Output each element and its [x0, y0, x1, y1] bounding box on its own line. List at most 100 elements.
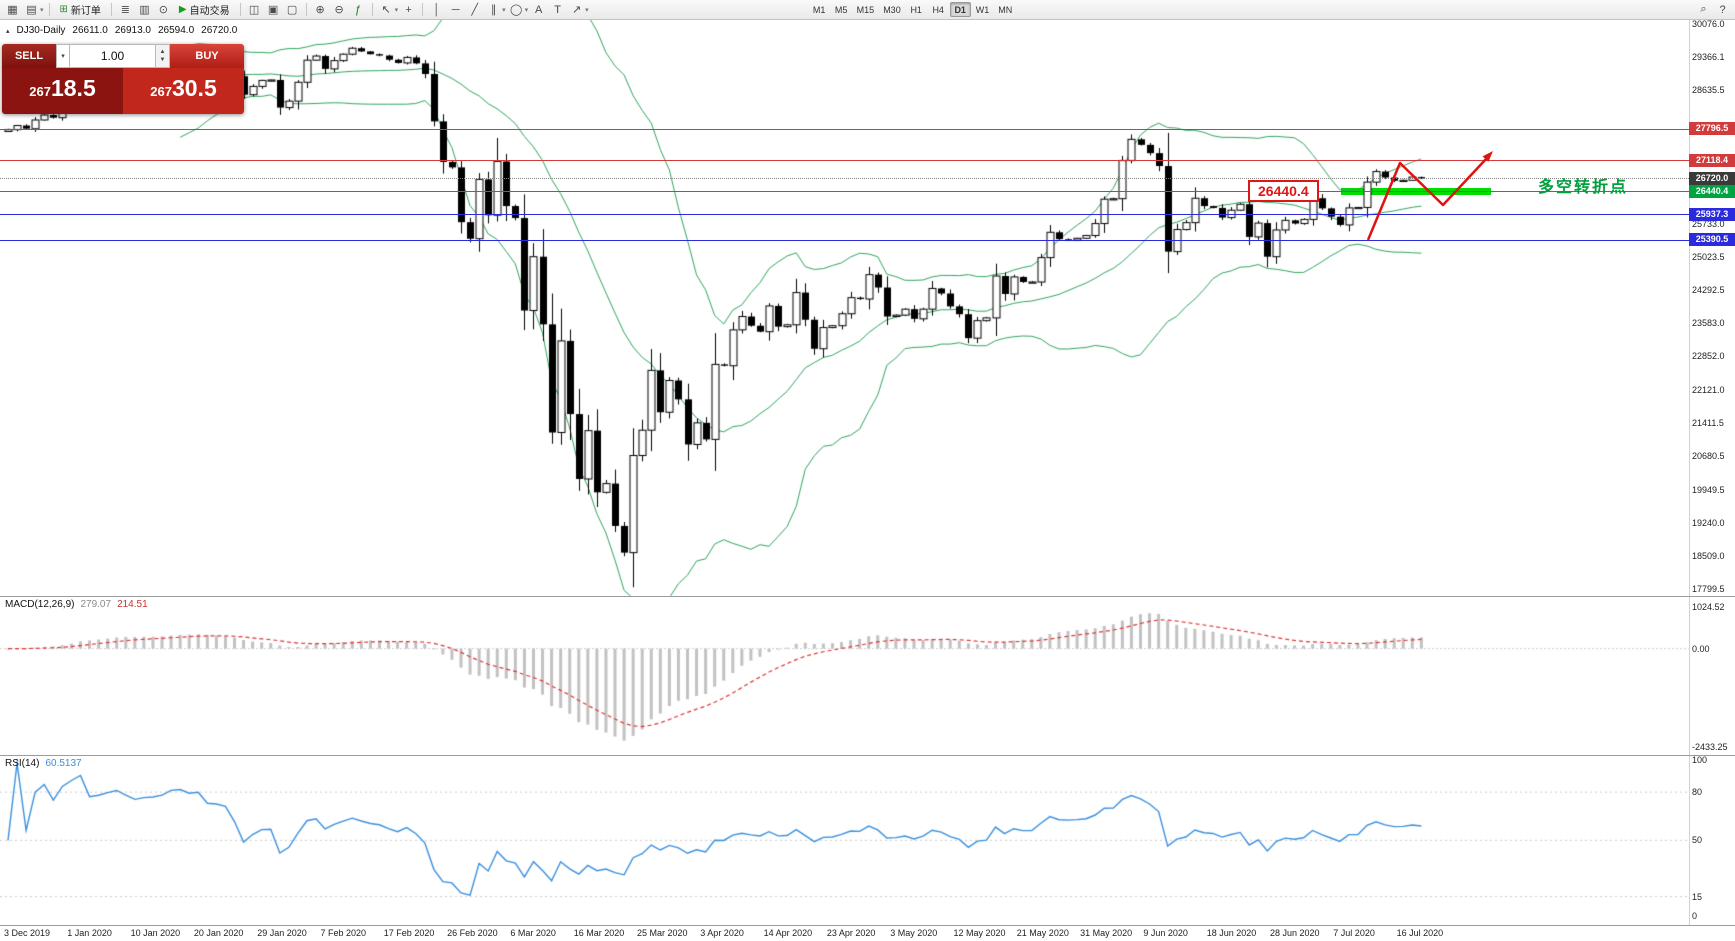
timeframe-w1[interactable]: W1: [975, 5, 990, 15]
market-depth-icon[interactable]: ≣: [120, 4, 131, 16]
timeframe-mn[interactable]: MN: [998, 5, 1013, 15]
buy-price[interactable]: 267 30.5: [123, 68, 244, 114]
timeframe-d1[interactable]: D1: [949, 2, 971, 17]
timeframe-h1[interactable]: H1: [910, 5, 922, 15]
cursor-icon[interactable]: ↖: [381, 4, 391, 16]
timeframe-h4[interactable]: H4: [932, 5, 944, 15]
chart-profiles-icon[interactable]: ▤: [26, 4, 37, 16]
equidistant-channel-icon[interactable]: ∥: [490, 4, 497, 16]
horizontal-line-icon[interactable]: ─: [451, 3, 460, 16]
macd-signal-value: 214.51: [117, 599, 148, 610]
level-line-25390.5[interactable]: [0, 239, 1689, 241]
price-badge-27118.4: 27118.4: [1689, 153, 1735, 167]
arrows-icon-caret[interactable]: ▾: [585, 6, 589, 14]
shapes-icon[interactable]: ◯: [509, 4, 523, 16]
level-callout[interactable]: 26440.4: [1248, 180, 1319, 202]
price-axis-label: 22852.0: [1692, 351, 1725, 362]
volume-up-icon[interactable]: ▲: [159, 49, 166, 55]
trendline-icon[interactable]: ╱: [471, 4, 478, 16]
date-label: 16 Mar 2020: [573, 928, 625, 938]
shapes-icon-caret[interactable]: ▾: [524, 6, 529, 14]
buy-button[interactable]: BUY: [170, 44, 244, 68]
price-badge-25390.5: 25390.5: [1689, 233, 1735, 247]
level-line-26720.0[interactable]: [0, 178, 1689, 180]
price-axis-label: 20680.5: [1692, 451, 1725, 462]
zoom-in-icon[interactable]: ⊕: [315, 4, 325, 16]
date-label: 7 Jul 2020: [1333, 928, 1375, 938]
macd-axis-label: 1024.52: [1692, 602, 1725, 613]
indicators-icon[interactable]: ƒ: [355, 3, 362, 16]
macd-name: MACD(12,26,9): [5, 599, 75, 610]
new-order-button-label: 新订单: [70, 6, 101, 17]
date-label: 3 Dec 2019: [4, 928, 51, 938]
ohlc-close: 26720.0: [201, 25, 238, 36]
price-badge-25937.3: 25937.3: [1689, 207, 1735, 221]
turning-point-label[interactable]: 多空转折点: [1538, 179, 1629, 196]
timeframe-m5[interactable]: M5: [834, 5, 848, 15]
rsi-axis-label: 100: [1692, 755, 1708, 765]
sell-button[interactable]: SELL: [2, 44, 56, 68]
volume-input[interactable]: [70, 44, 156, 68]
price-axis-label: 25023.5: [1692, 251, 1725, 262]
cascade-windows-icon[interactable]: ▣: [267, 4, 279, 16]
chart-title: ▴ DJ30-Daily 26611.0 26913.0 26594.0 267…: [6, 25, 237, 36]
cursor-icon-caret[interactable]: ▾: [394, 6, 399, 14]
volume-stepper[interactable]: ▲ ▼: [156, 44, 170, 68]
price-axis-label: 24292.5: [1692, 285, 1725, 296]
strategy-navigator-icon[interactable]: ⊙: [158, 4, 169, 16]
price-axis-label: 18509.0: [1692, 551, 1725, 562]
text-icon[interactable]: A: [534, 3, 543, 16]
level-line-27118.4[interactable]: [0, 160, 1689, 162]
price-badge-27796.5: 27796.5: [1689, 122, 1735, 136]
chart-canvas[interactable]: [0, 19, 1689, 925]
equidistant-channel-icon-caret[interactable]: ▾: [502, 6, 506, 14]
ohlc-low: 26594.0: [157, 25, 195, 36]
rsi-panel-separator[interactable]: [0, 755, 1735, 756]
tile-windows-icon[interactable]: ◫: [248, 4, 260, 16]
price-axis-label: 22121.0: [1692, 385, 1725, 396]
macd-axis-label: 0.00: [1692, 643, 1710, 654]
macd-header: MACD(12,26,9) 279.07 214.51: [5, 599, 148, 610]
new-chart-icon[interactable]: ▦: [7, 4, 18, 16]
volume-dropdown[interactable]: ▾: [56, 44, 70, 68]
search-icon[interactable]: ⌕: [1700, 3, 1707, 15]
level-line-25937.3[interactable]: [0, 214, 1689, 216]
level-line-26440.4[interactable]: [0, 191, 1689, 193]
zoom-out-icon[interactable]: ⊖: [334, 4, 344, 16]
toolbar-separator: [422, 3, 424, 16]
rsi-header: RSI(14) 60.5137: [5, 758, 82, 769]
text-label-icon[interactable]: T: [554, 3, 562, 16]
price-axis-label: 30076.0: [1692, 19, 1725, 29]
level-line-27796.5[interactable]: [0, 128, 1689, 130]
toolbar-separator: [305, 3, 307, 16]
macd-panel-separator[interactable]: [0, 596, 1735, 597]
arrows-icon[interactable]: ↗: [572, 4, 582, 16]
rsi-value: 60.5137: [45, 758, 82, 769]
price-axis[interactable]: [1689, 19, 1735, 925]
vertical-line-icon[interactable]: │: [433, 3, 441, 16]
crosshair-icon[interactable]: +: [405, 3, 412, 16]
date-label: 6 Mar 2020: [510, 928, 556, 938]
rsi-name: RSI(14): [5, 758, 40, 769]
sell-price[interactable]: 267 18.5: [2, 68, 123, 114]
date-label: 29 Jan 2020: [257, 928, 307, 938]
date-axis-separator: [0, 925, 1735, 926]
chart-profiles-icon-caret[interactable]: ▾: [40, 6, 44, 14]
toolbar-separator: [110, 3, 112, 16]
date-label: 7 Feb 2020: [320, 928, 367, 938]
help-icon[interactable]: ?: [1719, 3, 1726, 16]
auto-trading-button[interactable]: ▶ 自动交易: [174, 2, 235, 18]
arrange-windows-icon[interactable]: ▢: [286, 4, 298, 16]
rsi-axis-label: 0: [1692, 911, 1698, 921]
data-window-icon[interactable]: ▥: [139, 4, 150, 16]
timeframe-m1[interactable]: M1: [812, 5, 826, 15]
timeframe-m15[interactable]: M15: [856, 5, 875, 15]
new-order-button[interactable]: ⊞ 新订单: [55, 2, 106, 18]
volume-down-icon[interactable]: ▼: [159, 57, 166, 63]
price-axis-label: 29366.1: [1692, 51, 1725, 62]
macd-value: 279.07: [80, 599, 112, 610]
price-badge-26440.4: 26440.4: [1689, 184, 1735, 198]
timeframe-m30[interactable]: M30: [883, 5, 901, 15]
date-label: 21 May 2020: [1016, 928, 1069, 938]
